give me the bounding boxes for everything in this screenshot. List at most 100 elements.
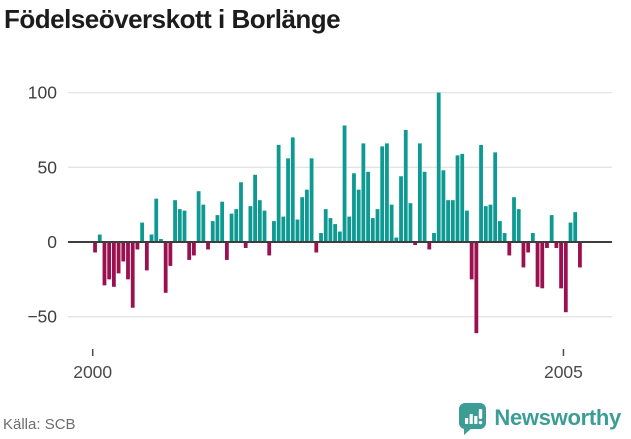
y-axis-tick-label: 0 xyxy=(47,232,57,252)
bar-2012q4 xyxy=(333,224,338,242)
bar-2007q2 xyxy=(229,213,234,242)
bar-2012q2 xyxy=(323,209,328,242)
bar-2005q2 xyxy=(192,242,196,256)
bar-2007q1 xyxy=(224,242,229,260)
bar-2001q3 xyxy=(121,242,126,262)
bar-2000q4 xyxy=(107,242,112,280)
bar-2008q4 xyxy=(257,200,262,242)
bar-2014q1 xyxy=(356,189,361,242)
bar-2022q1 xyxy=(507,242,512,256)
bar-2010q4 xyxy=(295,219,300,242)
bar-2002q1 xyxy=(130,242,135,308)
bar-2009q4 xyxy=(276,144,281,242)
bar-2021q1 xyxy=(488,204,493,242)
bar-2016q3 xyxy=(403,129,408,242)
bar-2024q4 xyxy=(559,242,563,289)
bar-2007q3 xyxy=(234,209,239,242)
bar-2014q2 xyxy=(361,143,366,242)
bar-2001q2 xyxy=(116,242,121,274)
bar-2011q1 xyxy=(300,197,305,242)
bar-2014q3 xyxy=(366,171,370,242)
y-axis-tick-label: 50 xyxy=(38,157,58,177)
bar-2003q2 xyxy=(154,198,159,242)
bar-2020q3 xyxy=(479,144,483,242)
bar-2008q3 xyxy=(253,174,258,242)
bar-2016q1 xyxy=(394,237,399,242)
newsworthy-logo-icon xyxy=(459,402,487,435)
bar-2004q4 xyxy=(182,210,187,242)
bar-2021q3 xyxy=(497,221,502,242)
y-axis-tick-label: −50 xyxy=(27,307,57,327)
bar-2014q4 xyxy=(370,218,375,242)
bar-2007q4 xyxy=(239,182,243,242)
bar-2015q4 xyxy=(389,204,394,242)
x-axis-tick-label: 2005 xyxy=(544,362,583,382)
bar-2023q3 xyxy=(535,242,540,287)
bar-2001q4 xyxy=(126,242,130,280)
bar-2024q1 xyxy=(545,242,549,248)
bar-2017q3 xyxy=(422,171,427,242)
source-note: Källa: SCB xyxy=(3,416,76,433)
bar-2006q3 xyxy=(215,215,220,242)
bar-2025q1 xyxy=(563,242,568,313)
bar-2004q2 xyxy=(173,200,177,242)
bar-2025q3 xyxy=(573,212,578,242)
bar-2010q1 xyxy=(281,216,286,242)
bar-2013q3 xyxy=(347,216,352,242)
bar-2022q4 xyxy=(521,242,526,268)
bar-2025q2 xyxy=(568,222,573,242)
bar-2008q1 xyxy=(243,242,248,248)
bar-2015q1 xyxy=(375,209,380,242)
bar-2004q3 xyxy=(177,209,182,242)
bar-2003q4 xyxy=(163,242,168,293)
bar-2013q2 xyxy=(342,125,347,242)
newsworthy-logo-text: Newsworthy xyxy=(494,405,621,430)
bar-2021q4 xyxy=(502,233,507,242)
bar-2020q2 xyxy=(474,242,479,334)
bar-2021q2 xyxy=(493,152,498,242)
bar-2018q1 xyxy=(432,233,436,242)
bar-2020q4 xyxy=(483,206,488,242)
bar-2019q1 xyxy=(450,200,455,242)
bar-2005q3 xyxy=(196,191,201,242)
x-axis-tick-label: 2000 xyxy=(73,362,112,382)
bar-2022q3 xyxy=(516,209,521,242)
bar-2016q4 xyxy=(408,203,413,242)
y-axis-tick-label: 100 xyxy=(28,83,57,103)
bar-2017q4 xyxy=(427,242,432,250)
bar-2024q3 xyxy=(554,242,559,248)
bar-2002q2 xyxy=(135,242,140,250)
newsworthy-logo: Newsworthy xyxy=(456,400,621,436)
bar-2013q4 xyxy=(352,173,356,242)
bar-2000q1 xyxy=(93,242,97,253)
bar-2018q4 xyxy=(446,200,451,242)
bar-2004q1 xyxy=(168,242,173,266)
bar-2008q2 xyxy=(248,206,253,242)
bar-2002q3 xyxy=(140,222,145,242)
bar-2012q1 xyxy=(319,233,323,242)
bar-2003q1 xyxy=(149,234,154,242)
bar-2010q3 xyxy=(290,137,295,242)
chart-title: Födelseöverskott i Borlänge xyxy=(4,4,341,34)
bar-2025q4 xyxy=(578,242,582,268)
bar-2002q4 xyxy=(144,242,149,271)
bar-2022q2 xyxy=(512,197,516,242)
bar-2003q3 xyxy=(159,239,163,242)
bar-2017q2 xyxy=(417,143,422,242)
bar-2015q3 xyxy=(385,143,389,242)
bar-2018q2 xyxy=(436,92,441,242)
bar-2011q2 xyxy=(304,189,309,242)
bar-2012q3 xyxy=(328,218,333,242)
bar-2009q2 xyxy=(267,242,272,256)
bar-2000q3 xyxy=(102,242,107,286)
bar-2016q2 xyxy=(399,176,403,242)
bar-2001q1 xyxy=(111,242,116,287)
bar-2023q4 xyxy=(540,242,545,289)
bar-2009q3 xyxy=(272,221,276,242)
bar-2024q2 xyxy=(549,215,554,242)
bar-2018q3 xyxy=(441,170,446,242)
bar-2019q2 xyxy=(455,155,460,242)
bar-2006q1 xyxy=(206,242,210,250)
